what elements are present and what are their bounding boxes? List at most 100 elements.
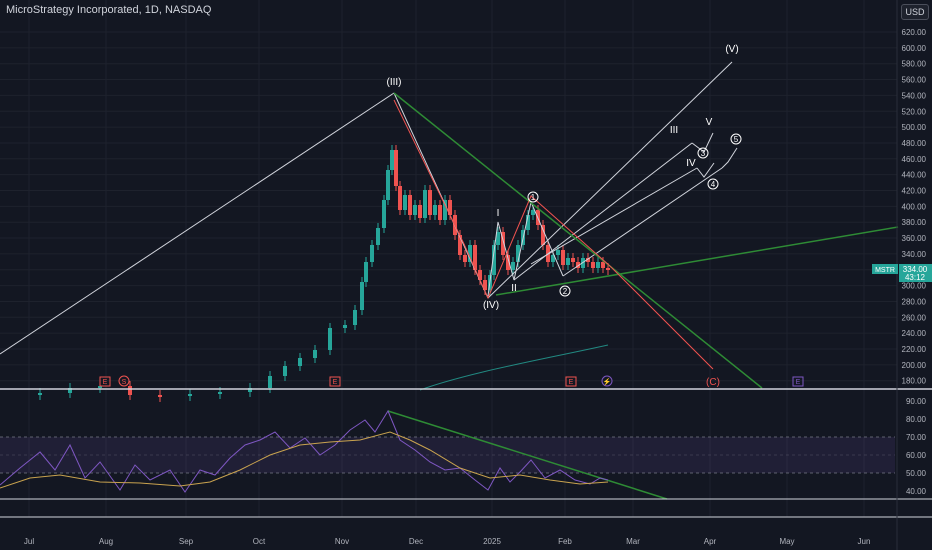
candle-body [561, 250, 565, 265]
rsi-line [0, 409, 609, 493]
candle-body [458, 235, 462, 255]
time-label: Apr [704, 537, 717, 546]
earnings-marker-2[interactable]: E [333, 379, 338, 386]
candle-body [188, 394, 192, 396]
rsi-axis: 90.00 80.00 70.00 60.00 50.00 40.00 [906, 397, 927, 496]
price-tick-label: 340.00 [902, 250, 927, 259]
rsi-tick-label: 40.00 [906, 487, 927, 496]
time-label: Dec [409, 537, 423, 546]
candle-body [526, 215, 530, 230]
price-tick-label: 440.00 [902, 171, 927, 180]
rsi-tick-label: 50.00 [906, 469, 927, 478]
candle-body [478, 270, 482, 280]
candle-body [423, 190, 427, 218]
chart-title: MicroStrategy Incorporated, 1D, NASDAQ [6, 4, 212, 16]
price-tick-label: 260.00 [902, 313, 927, 322]
earnings-marker-2-box[interactable] [329, 376, 341, 387]
circle-5-label: 5 [734, 135, 739, 144]
minor-i-label: I [497, 208, 500, 219]
circle-3-label: 3 [701, 149, 706, 158]
circle-1-label: 1 [531, 193, 536, 202]
earnings-marker-1[interactable]: E [103, 379, 108, 386]
candle-body [360, 282, 364, 310]
price-tick-label: 420.00 [902, 187, 927, 196]
price-tick-label: 460.00 [902, 155, 927, 164]
candle-body [394, 150, 398, 186]
candle-body [551, 255, 555, 262]
candle-body [433, 205, 437, 215]
dividend-marker-ring[interactable] [118, 375, 130, 387]
candle-body [382, 200, 386, 228]
time-label: Mar [626, 537, 640, 546]
candle-body [418, 205, 422, 218]
price-tick-label: 620.00 [902, 28, 927, 37]
candle-body [68, 388, 72, 393]
rsi-tick-label: 70.00 [906, 433, 927, 442]
price-tick-label: 280.00 [902, 297, 927, 306]
symbol-tag: MSTR [875, 267, 895, 274]
price-tick-label: 600.00 [902, 44, 927, 53]
candle-body [413, 205, 417, 215]
candle-body [158, 395, 162, 397]
earnings-marker-1-box[interactable] [99, 376, 111, 387]
countdown-tag: 43:12 [905, 273, 926, 282]
rsi-ma-line [0, 431, 609, 489]
earnings-marker-3-box[interactable] [565, 376, 577, 387]
price-tick-label: 360.00 [902, 234, 927, 243]
earnings-marker-4-box[interactable] [792, 376, 804, 387]
circle-4-ring [707, 178, 719, 190]
candle-body [370, 245, 374, 262]
candle-body [376, 228, 380, 245]
candle-body [283, 366, 287, 376]
rsi-divergence-line [387, 410, 668, 500]
price-axis: 620.00 600.00 580.00 560.00 540.00 520.00 500.… [902, 28, 927, 386]
circle-2-label: 2 [563, 287, 568, 296]
candles-group [38, 145, 610, 402]
candle-body [328, 328, 332, 350]
candle-body [483, 280, 487, 290]
candle-body [468, 245, 472, 262]
candle-body [541, 225, 545, 245]
candle-body [492, 245, 496, 275]
wave-5-zigzag [721, 147, 738, 169]
rsi-tick-label: 80.00 [906, 415, 927, 424]
circle-labels: 1 2 3 4 5 [527, 133, 742, 297]
candle-body [576, 262, 580, 268]
price-tick-label: 300.00 [902, 282, 927, 291]
red-wave-lines [393, 99, 714, 370]
candle-body [298, 358, 302, 366]
earnings-marker-3[interactable]: E [569, 379, 574, 386]
ascending-trendline [495, 226, 899, 296]
candle-body [98, 386, 102, 388]
split-marker[interactable]: ⚡ [603, 377, 612, 386]
time-label: Jul [24, 537, 34, 546]
circle-5-ring [730, 133, 742, 145]
grid-lines [0, 0, 897, 517]
candle-body [506, 255, 510, 270]
wave-c-projection [609, 265, 714, 370]
candle-body [408, 195, 412, 215]
candle-body [556, 250, 560, 255]
green-trendlines [387, 92, 899, 500]
split-marker-ring[interactable] [601, 375, 613, 387]
time-label: Aug [99, 537, 113, 546]
candle-body [601, 262, 605, 268]
minor-v-label: V [706, 117, 713, 128]
time-label: Oct [253, 537, 266, 546]
price-tag: 334.00 [903, 265, 928, 274]
circle-2-ring [559, 285, 571, 297]
wave-label-group: (III) (IV) (V) (C) I II III IV V [387, 44, 739, 388]
time-label: Jun [858, 537, 871, 546]
candle-body [586, 258, 590, 262]
price-tick-label: 220.00 [902, 345, 927, 354]
time-axis: Jul Aug Sep Oct Nov Dec 2025 Feb Mar Apr May Jun [24, 537, 871, 546]
wave-v-zigzag [691, 132, 714, 153]
candle-body [496, 232, 500, 245]
currency-button[interactable]: USD [901, 4, 929, 20]
candle-body [443, 200, 447, 220]
dividend-marker[interactable]: S [122, 379, 127, 386]
candle-body [403, 195, 407, 210]
candle-body [248, 388, 252, 392]
earnings-marker-4[interactable]: E [796, 379, 801, 386]
